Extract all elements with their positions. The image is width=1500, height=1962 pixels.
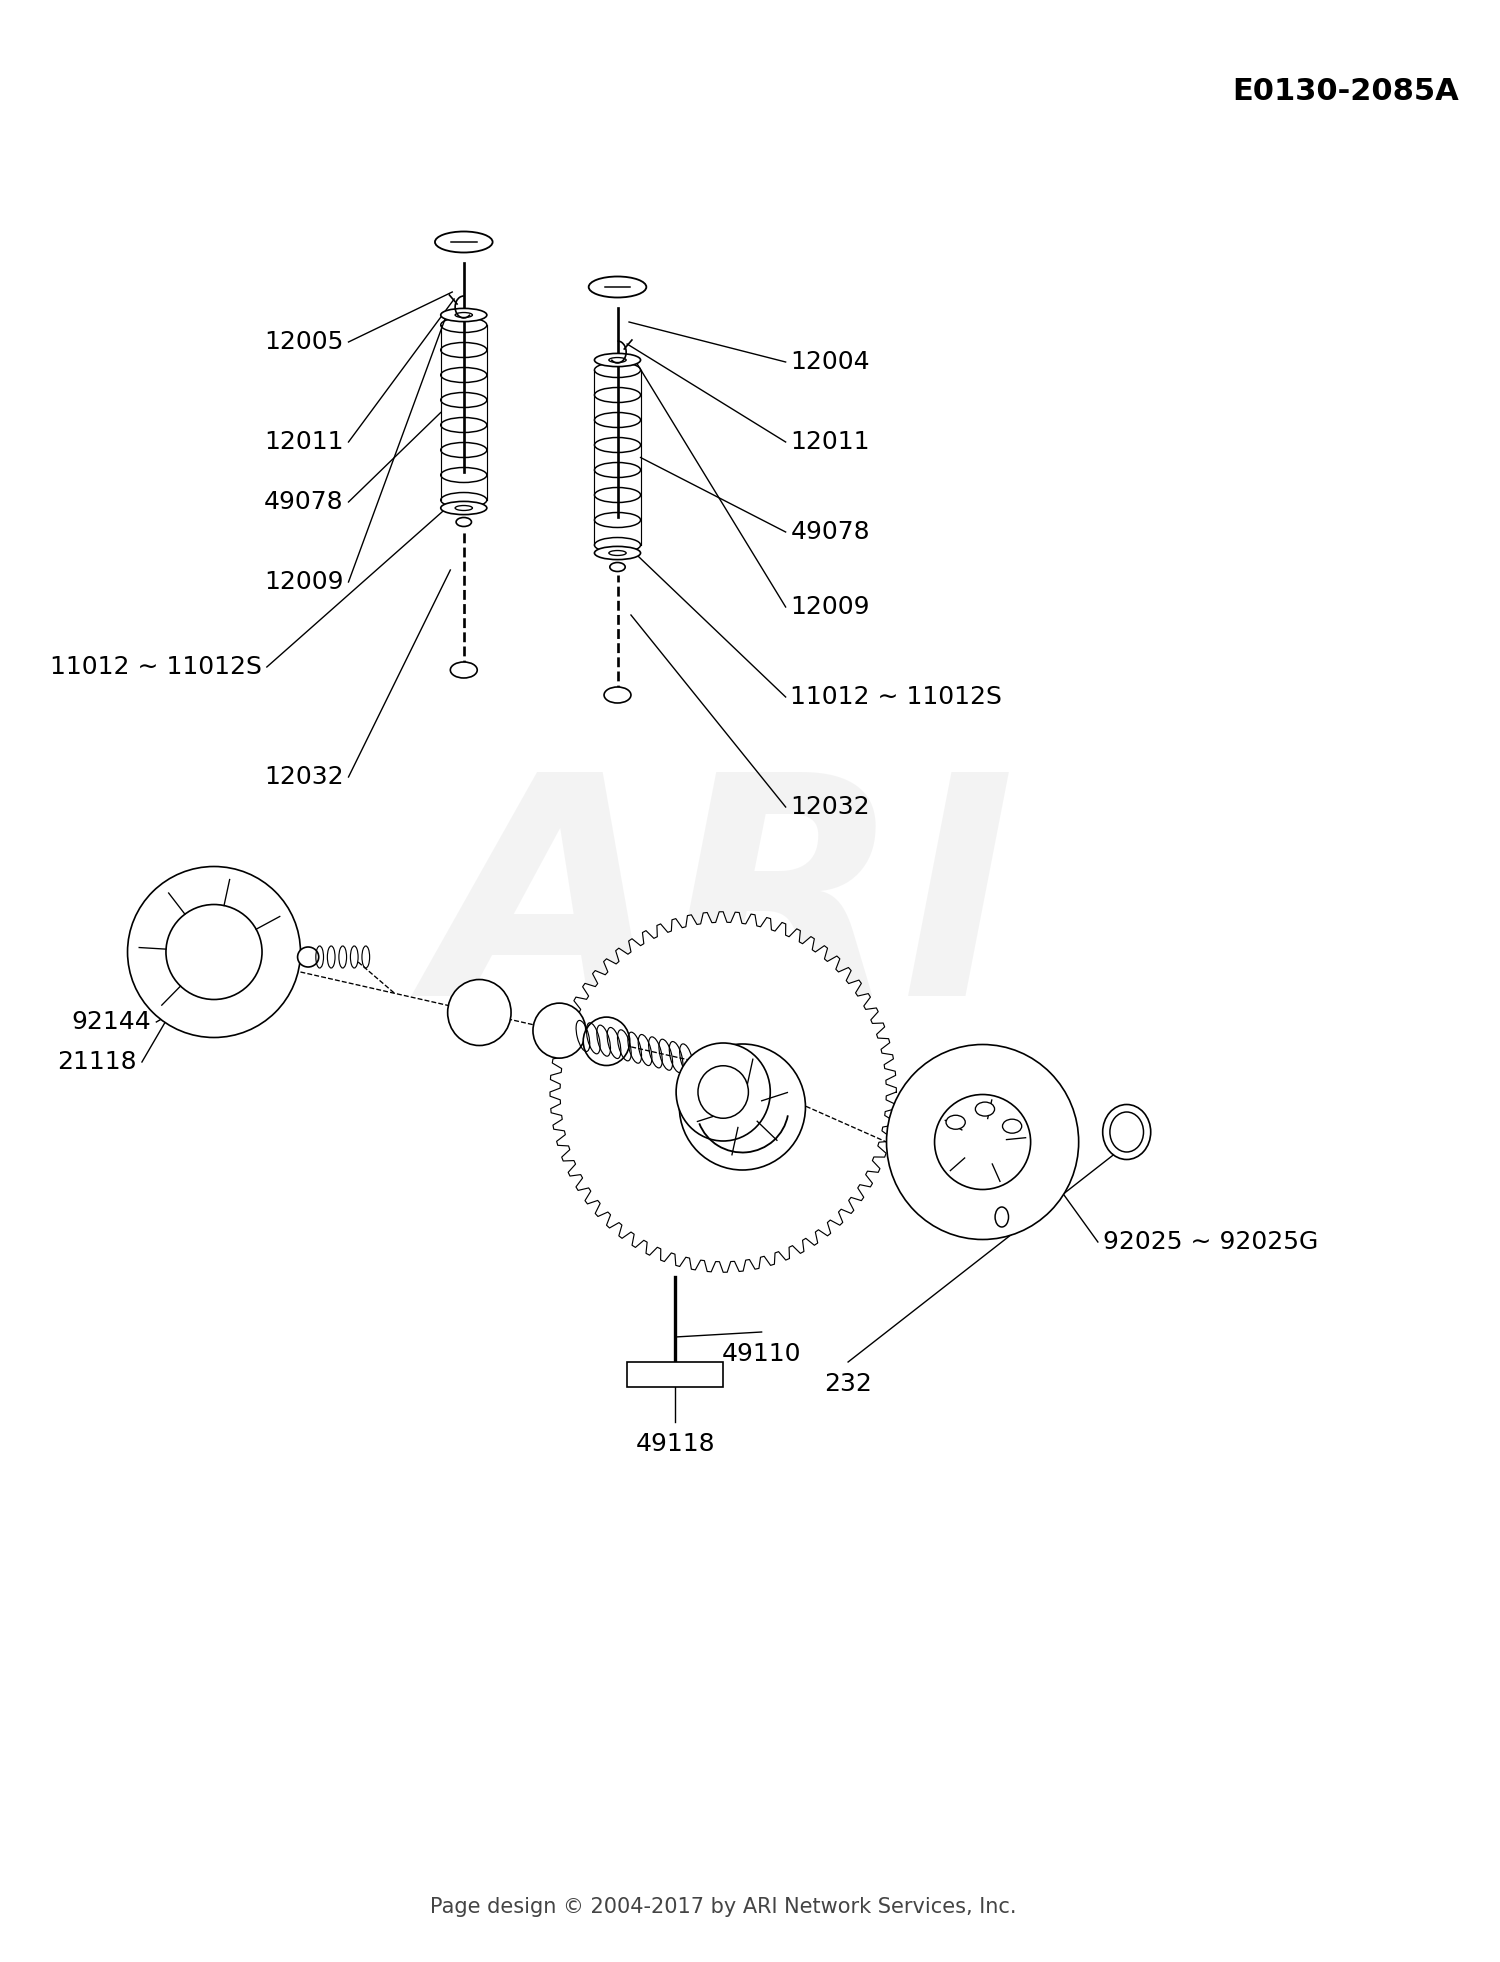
Ellipse shape xyxy=(609,551,625,555)
Text: 49078: 49078 xyxy=(790,520,870,543)
Text: ARI: ARI xyxy=(430,763,1016,1061)
Ellipse shape xyxy=(994,1207,1008,1226)
Ellipse shape xyxy=(1002,1118,1022,1134)
Circle shape xyxy=(676,1044,771,1142)
Text: 232: 232 xyxy=(824,1371,872,1397)
Text: 49078: 49078 xyxy=(264,490,344,514)
Ellipse shape xyxy=(450,661,477,679)
Ellipse shape xyxy=(1102,1105,1150,1160)
Ellipse shape xyxy=(609,357,625,363)
Text: 12005: 12005 xyxy=(264,330,344,353)
Polygon shape xyxy=(550,912,897,1271)
Ellipse shape xyxy=(454,312,472,318)
Ellipse shape xyxy=(454,506,472,510)
Text: 11012 ∼ 11012S: 11012 ∼ 11012S xyxy=(790,685,1002,708)
Ellipse shape xyxy=(166,904,262,999)
Ellipse shape xyxy=(934,1095,1030,1189)
Ellipse shape xyxy=(1110,1112,1143,1152)
Ellipse shape xyxy=(435,232,492,253)
Ellipse shape xyxy=(610,563,626,571)
Text: 92025 ∼ 92025G: 92025 ∼ 92025G xyxy=(1102,1230,1318,1254)
Text: 11012 ∼ 11012S: 11012 ∼ 11012S xyxy=(50,655,262,679)
Text: 92144: 92144 xyxy=(72,1010,152,1034)
Text: 12032: 12032 xyxy=(264,765,344,789)
Ellipse shape xyxy=(588,277,646,298)
Ellipse shape xyxy=(441,308,488,322)
Circle shape xyxy=(698,1065,748,1118)
Text: 12011: 12011 xyxy=(264,430,344,453)
Ellipse shape xyxy=(128,867,300,1038)
Ellipse shape xyxy=(447,979,512,1046)
Bar xyxy=(627,1362,723,1387)
Text: 21118: 21118 xyxy=(57,1050,136,1073)
Ellipse shape xyxy=(946,1114,966,1130)
Text: 12004: 12004 xyxy=(790,349,870,375)
Text: 12032: 12032 xyxy=(790,795,870,818)
Ellipse shape xyxy=(456,518,471,526)
Ellipse shape xyxy=(604,687,631,702)
Ellipse shape xyxy=(297,948,318,967)
Ellipse shape xyxy=(975,1103,994,1116)
Text: E0130-2085A: E0130-2085A xyxy=(1233,78,1460,106)
Text: 49110: 49110 xyxy=(722,1342,801,1366)
Ellipse shape xyxy=(594,545,640,559)
Ellipse shape xyxy=(886,1044,1078,1240)
Ellipse shape xyxy=(441,502,488,514)
Text: 12009: 12009 xyxy=(790,594,870,618)
Text: 12009: 12009 xyxy=(264,571,344,594)
Text: 12011: 12011 xyxy=(790,430,870,453)
Ellipse shape xyxy=(532,1003,586,1058)
Ellipse shape xyxy=(594,353,640,367)
Ellipse shape xyxy=(584,1016,630,1065)
Text: 49118: 49118 xyxy=(636,1432,716,1456)
Text: Page design © 2004-2017 by ARI Network Services, Inc.: Page design © 2004-2017 by ARI Network S… xyxy=(430,1897,1017,1917)
Ellipse shape xyxy=(680,1044,806,1169)
